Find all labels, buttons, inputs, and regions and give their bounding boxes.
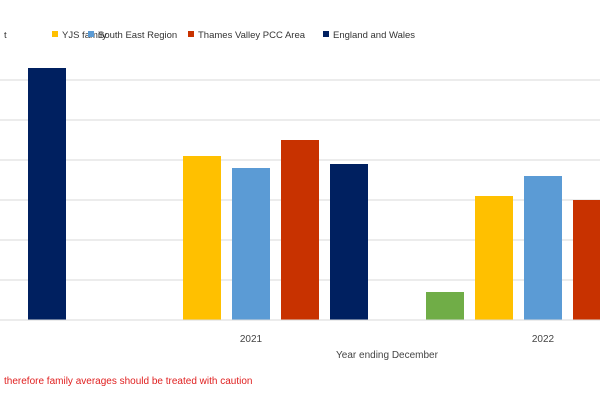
bar bbox=[28, 68, 66, 320]
footnote: therefore family averages should be trea… bbox=[4, 376, 252, 387]
category-labels: 2021 2022 bbox=[240, 334, 555, 345]
category-label: 2021 bbox=[240, 334, 263, 345]
legend-label: t bbox=[4, 30, 7, 41]
legend-swatch bbox=[88, 31, 94, 37]
legend-swatch bbox=[188, 31, 194, 37]
legend-swatch bbox=[323, 31, 329, 37]
bar bbox=[475, 196, 513, 320]
bar bbox=[426, 292, 464, 320]
legend-swatch bbox=[52, 31, 58, 37]
legend-label: YJS family bbox=[62, 30, 107, 41]
bar bbox=[232, 168, 270, 320]
x-axis-title: Year ending December bbox=[336, 350, 439, 361]
bar bbox=[573, 200, 600, 320]
bars bbox=[28, 68, 600, 320]
bar bbox=[524, 176, 562, 320]
legend-label: Thames Valley PCC Area bbox=[198, 30, 306, 41]
bar bbox=[183, 156, 221, 320]
bar bbox=[330, 164, 368, 320]
category-label: 2022 bbox=[532, 334, 555, 345]
bar bbox=[281, 140, 319, 320]
legend-label: South East Region bbox=[98, 30, 177, 41]
legend-label: England and Wales bbox=[333, 30, 415, 41]
